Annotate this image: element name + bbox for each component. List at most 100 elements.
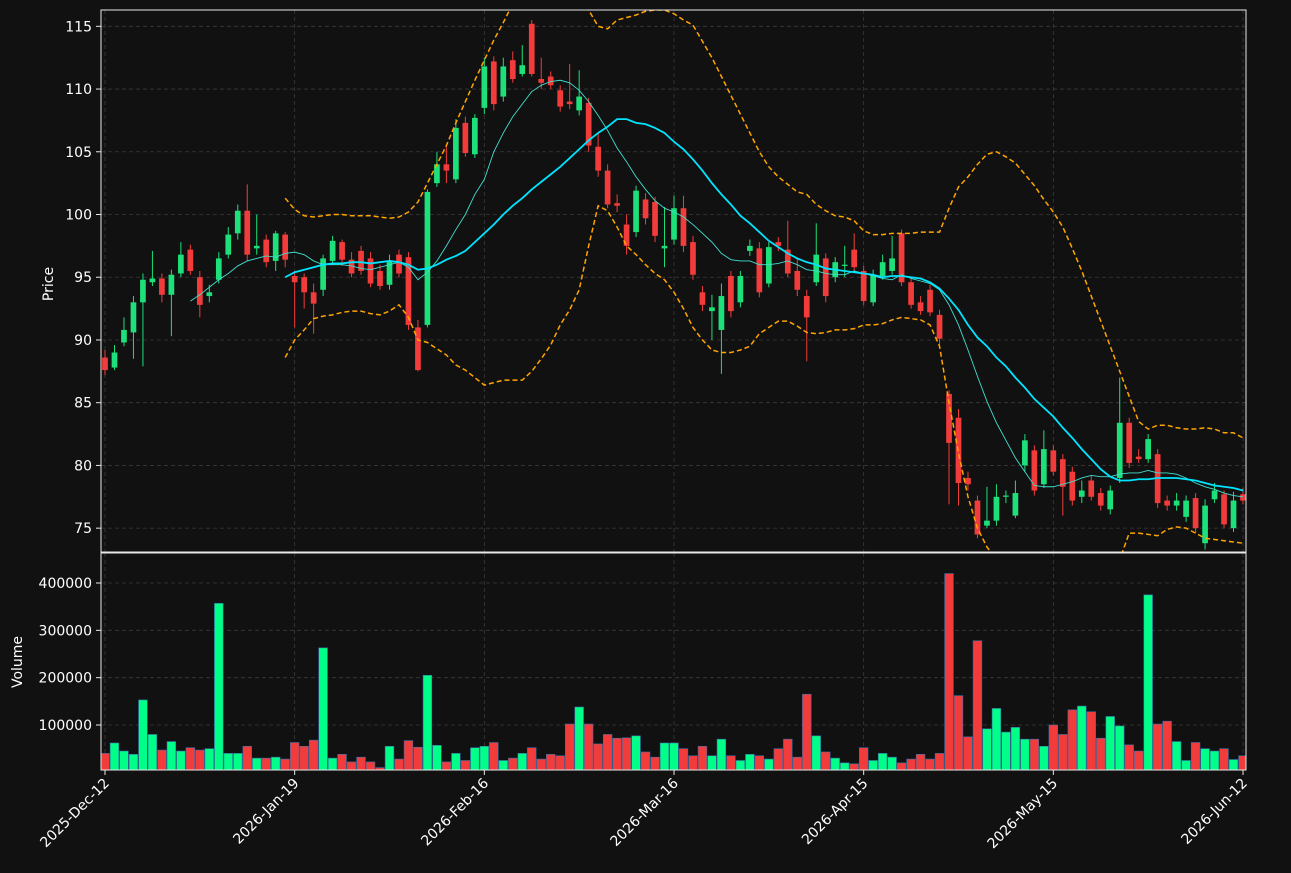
volume-bar	[1067, 709, 1077, 770]
volume-bar	[1001, 731, 1011, 770]
volume-bar	[859, 747, 869, 770]
volume-bar	[1029, 738, 1040, 770]
volume-bar	[546, 754, 556, 770]
candle-body	[765, 247, 772, 284]
volume-bar	[346, 761, 357, 770]
candle-body	[320, 258, 326, 290]
volume-bar	[271, 756, 281, 770]
volume-bar	[982, 728, 992, 770]
volume-bar	[754, 755, 765, 770]
candle-body	[415, 327, 421, 371]
candle-body	[870, 274, 876, 303]
volume-bar	[650, 756, 660, 770]
volume-bar	[802, 693, 812, 770]
candle-body	[993, 496, 1000, 521]
line-series	[284, 204, 1244, 552]
candle-body	[263, 239, 270, 263]
volume-bar	[1105, 716, 1115, 770]
candle-body	[1003, 495, 1009, 497]
volume-bar	[403, 740, 414, 770]
volume-bar	[1228, 759, 1239, 770]
candle-body	[1192, 498, 1199, 529]
volume-bar	[1048, 724, 1058, 770]
y-tick-label: 300000	[39, 623, 92, 639]
candle-body	[671, 208, 677, 240]
candle-body	[965, 477, 971, 485]
candle-body	[1088, 480, 1095, 497]
line-series	[284, 10, 1244, 439]
candle-body	[405, 257, 412, 325]
line-series	[284, 118, 1244, 492]
bars	[101, 573, 1246, 770]
volume-bar	[337, 754, 347, 770]
candle-body	[737, 275, 744, 303]
volume-bar	[1171, 741, 1182, 770]
candle-body	[348, 259, 355, 274]
candle-body	[699, 292, 706, 305]
volume-bar	[147, 734, 158, 770]
x-tick-label: 2026-Apr-15	[799, 776, 872, 849]
volume-bar	[185, 747, 196, 770]
volume-bar	[252, 757, 262, 770]
volume-bar	[422, 674, 433, 770]
volume-bar	[356, 756, 366, 770]
volume-bar	[726, 755, 736, 770]
candles	[102, 10, 1246, 552]
candle-body	[1230, 500, 1237, 529]
candle-body	[917, 302, 924, 312]
candle-body	[898, 233, 905, 283]
volume-bar	[716, 738, 727, 770]
candle-body	[1059, 459, 1066, 487]
y-axis-label: Volume	[10, 636, 26, 688]
volume-bar	[764, 758, 774, 770]
candle-body	[462, 122, 469, 154]
candle-body	[159, 278, 165, 295]
volume-bar	[365, 761, 376, 770]
volume-bar	[308, 739, 319, 770]
volume-bar	[204, 748, 214, 770]
volume-bar	[745, 754, 755, 770]
candle-body	[1097, 493, 1104, 506]
volume-bar	[460, 760, 471, 770]
y-tick-label: 200000	[39, 671, 92, 687]
candle-body	[576, 96, 583, 111]
volume-bar	[280, 758, 290, 770]
volume-bar	[849, 763, 859, 770]
candle-body	[1126, 422, 1133, 463]
candle-body	[472, 117, 478, 155]
y-tick-label: 90	[74, 333, 92, 349]
y-tick-label: 105	[65, 145, 92, 161]
candle-body	[547, 76, 554, 86]
volume-bar	[915, 754, 926, 770]
candle-body	[291, 275, 298, 283]
volume-bar	[1143, 594, 1153, 770]
candle-body	[784, 249, 791, 274]
candle-body	[709, 307, 715, 312]
volume-bar	[1010, 727, 1021, 770]
candle-body	[1078, 490, 1085, 497]
volume-bar	[1115, 725, 1125, 770]
candle-body	[519, 65, 526, 74]
volume-bar	[101, 753, 110, 770]
volume-bar	[631, 735, 641, 770]
volume-bar	[887, 756, 897, 770]
candle-body	[396, 254, 402, 274]
x-tick-label: 2026-Jun-12	[1179, 776, 1251, 848]
volume-bar	[166, 741, 177, 770]
volume-bar	[517, 753, 527, 770]
candle-body	[557, 90, 564, 107]
volume-bar	[223, 753, 233, 770]
volume-bar	[1200, 748, 1210, 770]
volume-bar	[290, 742, 300, 770]
volume-bar	[906, 758, 916, 770]
volume-bar	[792, 756, 802, 770]
candle-body	[1240, 494, 1246, 501]
volume-bar	[214, 603, 224, 770]
volume-bar	[413, 746, 423, 770]
volume-bar	[697, 745, 708, 770]
candle-body	[121, 329, 127, 343]
x-tick-label: 2025-Dec-12	[37, 776, 112, 851]
plot-frame	[100, 9, 1247, 553]
y-tick-label: 95	[74, 270, 92, 286]
candle-body	[566, 101, 573, 105]
